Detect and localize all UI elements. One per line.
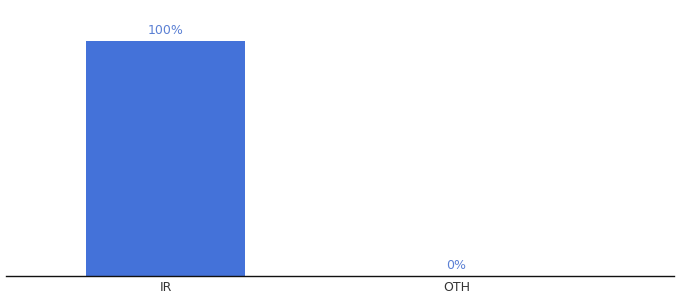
Text: 0%: 0% bbox=[446, 260, 466, 272]
Bar bbox=[86, 41, 245, 276]
Text: 100%: 100% bbox=[148, 24, 184, 37]
